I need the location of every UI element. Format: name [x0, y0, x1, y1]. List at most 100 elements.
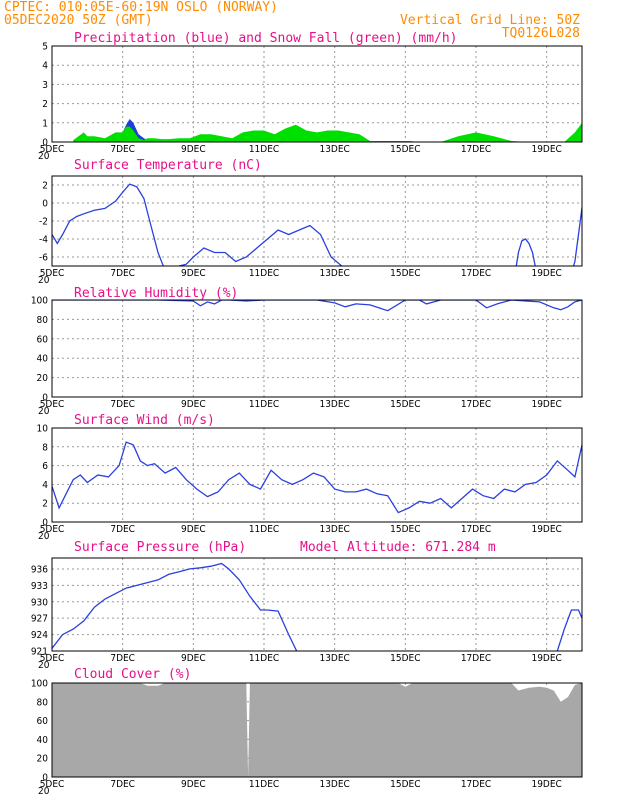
x-tick-label: 7DEC	[110, 399, 135, 410]
wind-line	[52, 441, 582, 514]
x-tick-label: 17DEC	[461, 779, 491, 790]
x-year-stub: 20	[38, 660, 50, 671]
temperature-title: Surface Temperature (nC)	[74, 158, 262, 173]
x-tick-label: 13DEC	[319, 779, 349, 790]
y-tick-label: 0	[42, 518, 48, 529]
precip-title: Precipitation (blue) and Snow Fall (gree…	[74, 31, 458, 46]
y-tick-label: 930	[31, 597, 48, 608]
y-tick-label: 924	[31, 630, 48, 641]
y-tick-label: 3	[42, 80, 48, 91]
x-tick-label: 19DEC	[531, 653, 561, 664]
y-tick-label: 60	[37, 334, 49, 345]
x-tick-label: 5DEC	[40, 268, 65, 279]
y-tick-label: 2	[42, 99, 48, 110]
y-tick-label: 40	[37, 354, 49, 365]
header-location: CPTEC: 010:05E-60:19N OSLO (NORWAY)	[4, 0, 278, 15]
y-tick-label: 60	[37, 716, 49, 727]
cloud-title: Cloud Cover (%)	[74, 667, 191, 682]
y-tick-label: 2	[42, 499, 48, 510]
y-tick-label: 10	[37, 424, 49, 435]
x-tick-label: 7DEC	[110, 779, 135, 790]
x-tick-label: 13DEC	[319, 268, 349, 279]
x-tick-label: 15DEC	[390, 524, 420, 535]
x-tick-label: 19DEC	[531, 399, 561, 410]
y-tick-label: 100	[31, 296, 48, 307]
x-tick-label: 13DEC	[319, 144, 349, 155]
y-tick-label: 1	[42, 118, 48, 129]
x-tick-label: 9DEC	[181, 653, 206, 664]
y-tick-label: 4	[42, 480, 48, 491]
header-grid-note: Vertical Grid Line: 50Z	[400, 13, 580, 28]
x-tick-label: 9DEC	[181, 268, 206, 279]
chart-panels: 0 1 2 3 4 5 5DEC 7DEC 9DEC 11DEC 13DEC 15DEC 17DEC 19…	[31, 31, 583, 797]
x-tick-label: 19DEC	[531, 268, 561, 279]
y-tick-label: 4	[42, 61, 48, 72]
x-tick-label: 13DEC	[319, 524, 349, 535]
x-tick-label: 9DEC	[181, 779, 206, 790]
x-year-stub: 20	[38, 151, 50, 162]
y-tick-label: 20	[37, 373, 49, 384]
x-year-stub: 20	[38, 786, 50, 797]
y-tick-label: 2	[42, 181, 48, 192]
x-tick-label: 13DEC	[319, 399, 349, 410]
temperature-frame	[51, 175, 583, 267]
temperature-line	[52, 183, 582, 266]
y-tick-label: 80	[37, 315, 49, 326]
x-tick-label: 7DEC	[110, 524, 135, 535]
y-tick-label: 6	[42, 461, 48, 472]
y-tick-label: 921	[31, 647, 48, 658]
wind-title: Surface Wind (m/s)	[74, 413, 215, 428]
x-tick-label: 7DEC	[110, 268, 135, 279]
y-tick-label: 40	[37, 735, 49, 746]
x-year-stub: 20	[38, 406, 50, 417]
x-tick-label: 5DEC	[40, 524, 65, 535]
x-tick-label: 5DEC	[40, 144, 65, 155]
x-tick-label: 5DEC	[40, 399, 65, 410]
header-model-id: TQ0126L028	[502, 26, 580, 41]
y-tick-label: 20	[37, 754, 49, 765]
humidity-panel: 0 20 40 60 80 100 5DEC 7DEC 9DEC 11DEC 13DEC 15DEC 1…	[31, 286, 583, 417]
x-tick-label: 11DEC	[249, 144, 279, 155]
x-tick-label: 15DEC	[390, 779, 420, 790]
x-tick-label: 5DEC	[40, 779, 65, 790]
x-tick-label: 15DEC	[390, 653, 420, 664]
x-tick-label: 17DEC	[461, 268, 491, 279]
y-tick-label: 80	[37, 697, 49, 708]
y-tick-label: 0	[42, 773, 48, 784]
y-tick-label: 5	[42, 42, 48, 53]
x-tick-label: 17DEC	[461, 524, 491, 535]
cloud-panel: 0 20 40 60 80 100 5DEC 7DEC 9DEC 11DEC 13DEC 15DEC 1…	[31, 667, 583, 797]
y-tick-label: 936	[31, 564, 48, 575]
x-tick-label: 9DEC	[181, 524, 206, 535]
temperature-panel: -6 -4 -2 0 2 5DEC 7DEC 9DEC 11DEC 13DEC 15DEC 17DEC…	[38, 158, 583, 286]
x-tick-label: 19DEC	[531, 779, 561, 790]
pressure-frame	[51, 557, 583, 652]
x-tick-label: 7DEC	[110, 653, 135, 664]
pressure-panel: 921 924 927 930 933 936 5DEC 7DEC 9DEC 11DEC 13DEC…	[31, 540, 583, 671]
x-tick-label: 9DEC	[181, 399, 206, 410]
x-tick-label: 9DEC	[181, 144, 206, 155]
x-tick-label: 13DEC	[319, 653, 349, 664]
wind-panel: 0 2 4 6 8 10 5DEC 7DEC 9DEC 11DEC 13DEC 15DEC 17DEC 1…	[37, 413, 583, 542]
cloud-frame	[51, 682, 583, 778]
x-tick-label: 17DEC	[461, 653, 491, 664]
x-tick-label: 11DEC	[249, 524, 279, 535]
x-tick-label: 11DEC	[249, 268, 279, 279]
y-tick-label: 8	[42, 442, 48, 453]
x-tick-label: 17DEC	[461, 144, 491, 155]
precip-panel: 0 1 2 3 4 5 5DEC 7DEC 9DEC 11DEC 13DEC 15DEC 17DEC 19…	[38, 31, 583, 162]
pressure-line	[52, 562, 582, 651]
x-tick-label: 5DEC	[40, 653, 65, 664]
y-tick-label: 0	[42, 393, 48, 404]
x-tick-label: 15DEC	[390, 268, 420, 279]
series-green-area	[73, 122, 582, 142]
wind-frame	[51, 427, 583, 523]
x-tick-label: 11DEC	[249, 779, 279, 790]
x-tick-label: 7DEC	[110, 144, 135, 155]
x-tick-label: 11DEC	[249, 399, 279, 410]
x-tick-label: 17DEC	[461, 399, 491, 410]
pressure-title: Surface Pressure (hPa)	[74, 540, 246, 555]
x-tick-label: 15DEC	[390, 144, 420, 155]
x-tick-label: 11DEC	[249, 653, 279, 664]
y-tick-label: -6	[39, 253, 48, 264]
